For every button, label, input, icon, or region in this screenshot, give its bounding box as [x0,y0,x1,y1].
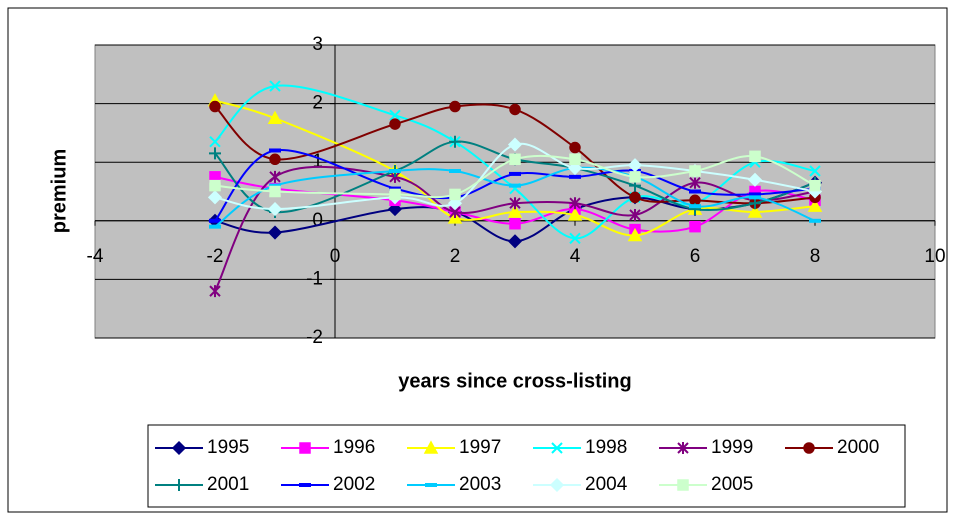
marker [747,172,763,187]
marker [447,196,463,211]
marker [803,442,815,454]
marker [269,170,281,183]
legend-label: 2004 [585,474,628,495]
marker [389,109,401,122]
series-line [214,84,816,240]
x-tick-label: 6 [690,246,701,267]
marker [209,135,221,148]
marker [677,442,689,454]
marker [507,234,523,249]
marker [551,442,563,454]
marker [389,188,401,201]
marker [689,165,701,177]
marker [267,225,283,240]
legend-label: 1999 [711,437,753,458]
marker [509,197,521,210]
marker [269,185,281,198]
marker [509,103,521,116]
series-line [214,154,816,199]
marker [449,188,461,201]
marker [809,165,821,177]
series-line [214,103,816,205]
marker [299,442,311,454]
marker [629,208,641,221]
x-tick-label: -4 [87,246,104,267]
series-line [214,99,816,237]
legend-label: 2001 [207,474,249,495]
marker [173,479,185,491]
marker [809,179,821,192]
marker [567,207,583,221]
marker [629,191,641,204]
marker [569,141,581,154]
marker [569,232,581,245]
marker [689,176,701,189]
legend-label: 1996 [333,437,375,458]
marker [507,137,523,152]
marker [449,135,461,148]
x-axis-label: years since cross-listing [398,370,631,392]
marker [509,217,521,230]
marker [387,202,403,217]
legend-label: 1995 [207,437,249,458]
legend-label: 2003 [459,474,501,495]
marker [209,147,221,160]
marker [509,153,521,166]
marker [569,197,581,210]
marker [449,100,461,113]
marker [209,179,221,192]
legend-label: 2002 [333,474,375,495]
y-tick-label: 1 [312,151,323,172]
legend [147,424,906,508]
marker [677,479,689,491]
marker [549,477,565,493]
marker [423,440,439,454]
marker [569,153,581,166]
marker [627,227,643,242]
series-line [214,166,816,228]
y-axis-label: premium [48,149,70,233]
y-tick-label: 3 [312,34,323,55]
x-tick-label: 8 [810,246,821,267]
series-line [214,142,816,211]
y-tick-label: -2 [306,327,323,348]
x-tick-label: 10 [924,246,945,267]
marker [507,204,523,218]
marker [747,204,763,218]
marker [269,80,281,92]
marker [749,150,761,163]
marker [267,202,283,217]
y-tick-label: -1 [306,268,323,289]
marker [567,160,583,176]
x-tick-label: 2 [450,246,461,267]
legend-label: 1998 [585,437,627,458]
marker [629,171,641,183]
marker [689,220,701,233]
marker [171,440,187,456]
marker [389,118,401,130]
marker [267,110,283,124]
y-tick-label: 2 [312,93,323,114]
marker [209,285,221,298]
marker [207,190,223,205]
series-line [214,165,816,292]
legend-label: 2000 [837,437,879,458]
marker [209,100,221,113]
marker [269,153,281,166]
marker [807,198,823,212]
x-tick-label: 4 [570,246,581,267]
legend-label: 1997 [459,437,501,458]
legend-label: 2005 [711,474,753,495]
x-tick-label: -2 [207,246,224,267]
